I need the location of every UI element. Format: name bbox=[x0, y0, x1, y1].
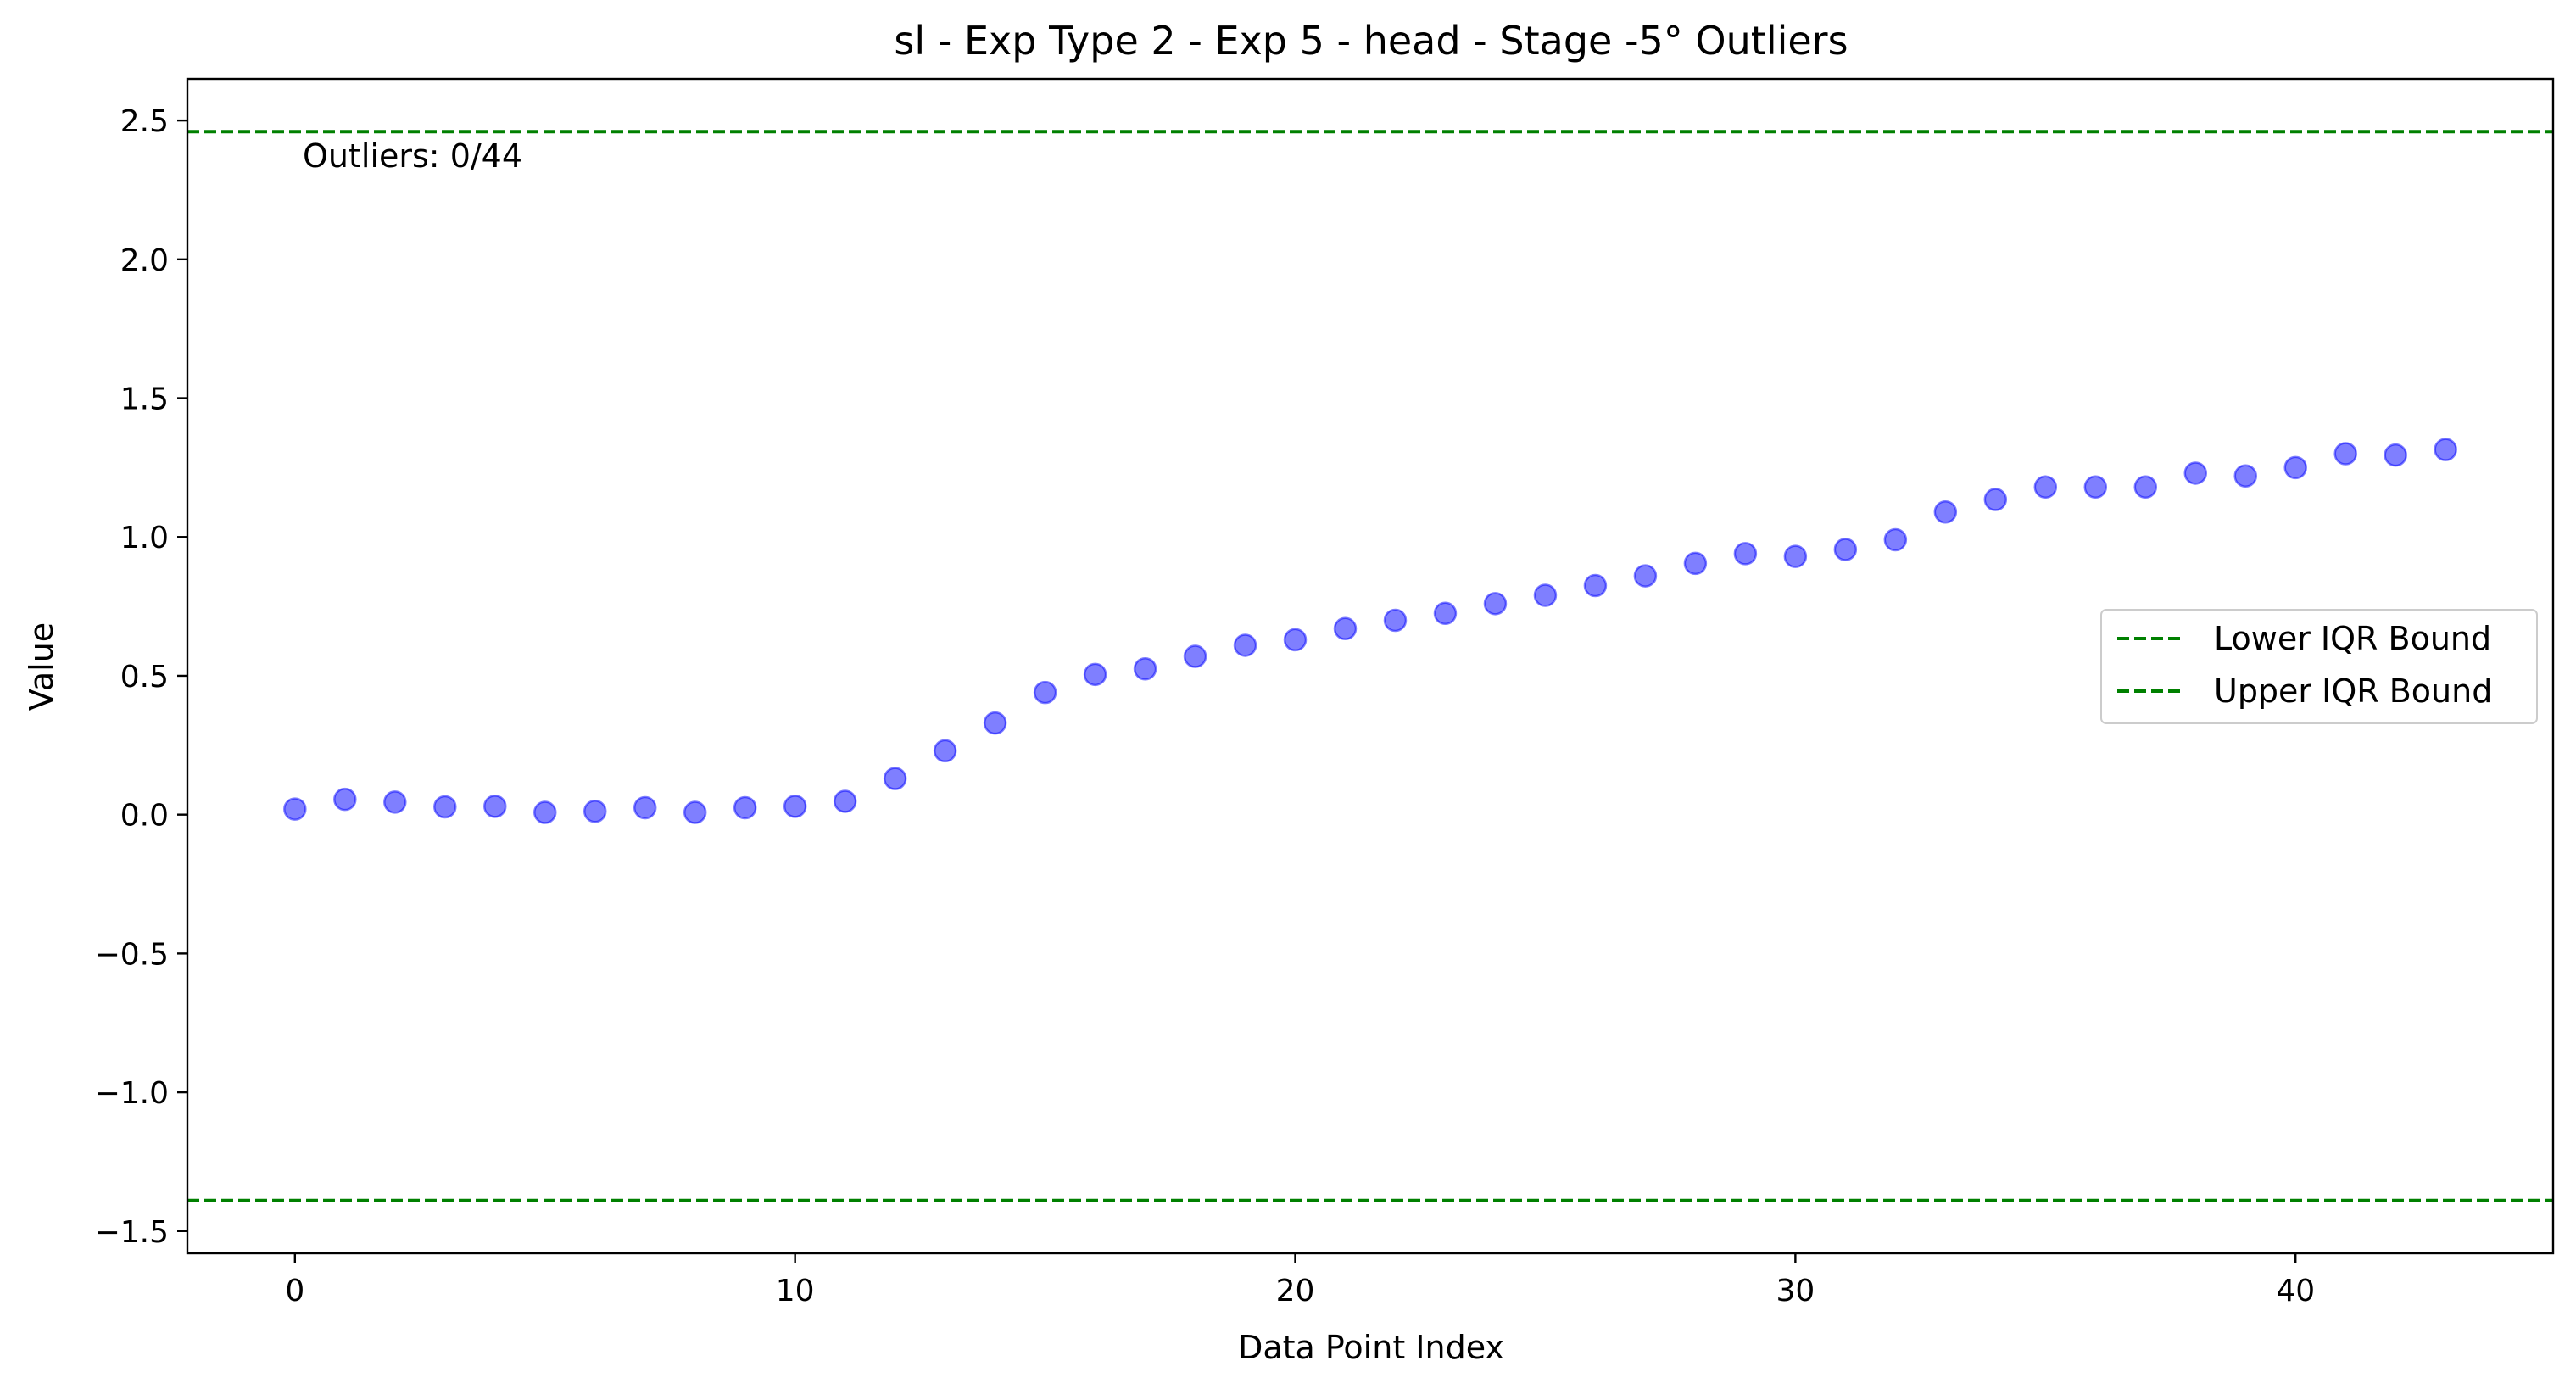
data-point bbox=[833, 789, 857, 813]
data-point bbox=[1383, 608, 1408, 633]
data-point bbox=[1583, 573, 1608, 598]
y-tick-label: −1.0 bbox=[95, 1076, 169, 1111]
plot-frame bbox=[186, 77, 2555, 1255]
y-tick-label: 2.0 bbox=[120, 243, 169, 278]
legend: Lower IQR Bound Upper IQR Bound bbox=[2100, 609, 2538, 724]
data-point bbox=[383, 790, 407, 814]
y-tick-label: 1.5 bbox=[120, 382, 169, 417]
y-tick-label: 0.0 bbox=[120, 799, 169, 834]
legend-entry-upper: Upper IQR Bound bbox=[2214, 672, 2492, 710]
x-tick-label: 0 bbox=[285, 1274, 304, 1308]
data-point bbox=[433, 795, 457, 819]
data-point bbox=[2333, 442, 2357, 466]
data-points bbox=[283, 438, 2457, 824]
x-axis: 0 10 20 30 40 bbox=[285, 1253, 2315, 1308]
data-point bbox=[1683, 551, 1708, 576]
data-point bbox=[283, 797, 307, 821]
data-point bbox=[1433, 601, 1458, 626]
data-point bbox=[2384, 443, 2407, 467]
data-point bbox=[1333, 616, 1358, 641]
data-point bbox=[983, 711, 1007, 735]
data-point bbox=[1233, 633, 1257, 657]
data-point bbox=[2083, 475, 2108, 499]
data-point bbox=[2434, 438, 2457, 461]
data-point bbox=[1083, 662, 1107, 687]
data-point bbox=[1533, 583, 1558, 607]
data-point bbox=[1983, 488, 2008, 511]
data-point bbox=[1633, 564, 1658, 588]
data-point bbox=[583, 799, 607, 823]
y-tick-label: 2.5 bbox=[120, 104, 169, 139]
y-tick-label: 1.0 bbox=[120, 521, 169, 555]
data-point bbox=[1833, 538, 1858, 561]
y-axis: −1.5 −1.0 −0.5 0.0 0.5 1.0 1.5 2.0 2.5 bbox=[95, 104, 187, 1250]
data-point bbox=[1483, 592, 1508, 616]
data-point bbox=[1283, 628, 1308, 652]
chart-title: sl - Exp Type 2 - Exp 5 - head - Stage -… bbox=[894, 18, 1848, 64]
data-point bbox=[783, 795, 807, 818]
data-point bbox=[2033, 475, 2058, 499]
data-point bbox=[1183, 644, 1207, 668]
x-tick-label: 10 bbox=[776, 1274, 815, 1308]
data-point bbox=[633, 795, 657, 820]
data-point bbox=[2133, 475, 2158, 499]
reference-lines bbox=[187, 130, 2553, 1202]
data-point bbox=[483, 795, 507, 818]
data-point bbox=[1883, 527, 1908, 552]
data-point bbox=[1133, 657, 1157, 681]
y-tick-label: −1.5 bbox=[95, 1215, 169, 1250]
data-point bbox=[683, 800, 707, 824]
data-point bbox=[532, 800, 557, 824]
x-tick-label: 20 bbox=[1276, 1274, 1315, 1308]
legend-entry-lower: Lower IQR Bound bbox=[2214, 620, 2491, 657]
data-point bbox=[933, 739, 957, 763]
legend-box bbox=[2100, 609, 2538, 724]
data-point bbox=[1933, 500, 1958, 524]
data-point bbox=[1783, 544, 1808, 568]
data-point bbox=[1733, 542, 1758, 566]
y-tick-label: 0.5 bbox=[120, 660, 169, 694]
data-point bbox=[333, 787, 357, 812]
data-point bbox=[2283, 455, 2307, 480]
x-tick-label: 30 bbox=[1776, 1274, 1815, 1308]
y-tick-label: −0.5 bbox=[95, 937, 169, 972]
x-tick-label: 40 bbox=[2276, 1274, 2315, 1308]
outlier-count-annotation: Outliers: 0/44 bbox=[303, 137, 522, 175]
data-point bbox=[2183, 461, 2208, 485]
x-axis-label: Data Point Index bbox=[1238, 1329, 1504, 1366]
data-point bbox=[2233, 464, 2257, 488]
y-axis-label: Value bbox=[23, 622, 60, 711]
data-point bbox=[733, 795, 757, 820]
data-point bbox=[1033, 680, 1057, 705]
data-point bbox=[883, 767, 907, 790]
